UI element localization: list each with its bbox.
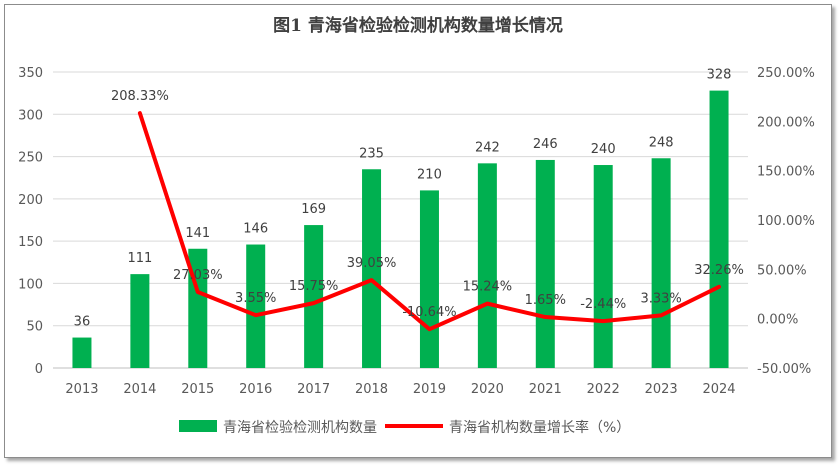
bar	[246, 244, 266, 368]
bar	[535, 159, 555, 368]
right-axis: -50.00% 0.00% 50.00% 100.00% 150.00% 200.00% 2…	[757, 66, 815, 377]
x-axis: 2013 2014 2015 2016 2017 2018 2019 2020 2021 2022…	[53, 367, 748, 397]
line-data-label: 27.03%	[173, 268, 223, 283]
bar	[130, 274, 150, 368]
growth-rate-line	[137, 111, 722, 332]
bar-data-label: 328	[707, 68, 732, 83]
left-tick-label: 150	[18, 235, 43, 250]
bar-data-label: 141	[185, 226, 210, 241]
bar-data-label: 242	[475, 140, 500, 155]
right-tick-label: -50.00%	[757, 362, 811, 377]
bar	[304, 225, 324, 368]
bar	[593, 165, 613, 368]
chart-frame: 图1 青海省检验检测机构数量增长情况 0 50 100 150 200 250 300 350…	[4, 4, 832, 458]
right-tick-label: 50.00%	[757, 263, 807, 278]
right-tick-label: 150.00%	[757, 165, 815, 180]
bar	[362, 169, 382, 368]
left-tick-label: 0	[35, 362, 43, 377]
chart-svg: 图1 青海省检验检测机构数量增长情况 0 50 100 150 200 250 300 350…	[18, 15, 815, 436]
left-tick-label: 50	[26, 320, 43, 335]
line-series	[137, 111, 722, 332]
line-data-label: 39.05%	[347, 256, 397, 271]
x-tick-label: 2014	[123, 382, 156, 397]
line-data-label: 3.55%	[235, 291, 276, 306]
left-tick-label: 250	[18, 151, 43, 166]
x-tick-label: 2015	[181, 382, 214, 397]
line-data-label: 32.26%	[694, 263, 744, 278]
legend-bar-label: 青海省检验检测机构数量	[223, 420, 377, 436]
x-tick-label: 2023	[645, 382, 678, 397]
right-tick-label: 100.00%	[757, 214, 815, 229]
x-tick-label: 2021	[529, 382, 562, 397]
line-data-label: 3.33%	[640, 291, 681, 306]
x-tick-label: 2022	[587, 382, 620, 397]
left-axis: 0 50 100 150 200 250 300 350	[18, 66, 43, 377]
x-tick-label: 2024	[702, 382, 735, 397]
left-tick-label: 350	[18, 66, 43, 81]
bar-data-label: 246	[533, 137, 558, 152]
line-data-label: -2.44%	[580, 297, 626, 312]
left-tick-label: 200	[18, 193, 43, 208]
line-data-labels: 208.33% 27.03% 3.55% 15.75% 39.05% -10.64% 15.…	[111, 89, 744, 320]
line-data-label: 208.33%	[111, 89, 169, 104]
legend-line-label: 青海省机构数量增长率（%）	[449, 419, 630, 436]
bar-data-label: 210	[417, 167, 442, 182]
x-tick-label: 2019	[413, 382, 446, 397]
legend-bar-swatch	[179, 420, 217, 432]
left-tick-label: 300	[18, 108, 43, 123]
x-tick-label: 2013	[65, 382, 98, 397]
line-data-label: 1.65%	[525, 293, 566, 308]
x-tick-label: 2017	[297, 382, 330, 397]
bar-data-label: 248	[649, 135, 674, 150]
bar-data-labels: 36 111 141 146 169 235 210 242 246 240 248 328	[74, 68, 732, 330]
bar-data-label: 36	[74, 315, 91, 330]
gridlines	[53, 71, 748, 327]
line-data-label: 15.24%	[463, 280, 513, 295]
chart-title: 图1 青海省检验检测机构数量增长情况	[273, 15, 563, 36]
line-data-label: -10.64%	[402, 305, 456, 320]
right-tick-label: 250.00%	[757, 66, 815, 81]
x-tick-label: 2020	[471, 382, 504, 397]
bar-data-label: 235	[359, 146, 384, 161]
right-tick-label: 0.00%	[757, 313, 798, 328]
legend: 青海省检验检测机构数量 青海省机构数量增长率（%）	[179, 419, 630, 436]
bar-data-label: 169	[301, 202, 326, 217]
x-tick-label: 2018	[355, 382, 388, 397]
bar	[477, 163, 497, 368]
bar-data-label: 240	[591, 142, 616, 157]
bar	[651, 158, 671, 368]
bar-series	[72, 90, 729, 368]
bar	[709, 90, 729, 368]
bar	[72, 337, 92, 368]
bar-data-label: 146	[243, 222, 268, 237]
right-tick-label: 200.00%	[757, 115, 815, 130]
bar	[419, 190, 439, 368]
left-tick-label: 100	[18, 277, 43, 292]
x-tick-label: 2016	[239, 382, 272, 397]
bar-data-label: 111	[127, 251, 152, 266]
line-data-label: 15.75%	[289, 279, 339, 294]
